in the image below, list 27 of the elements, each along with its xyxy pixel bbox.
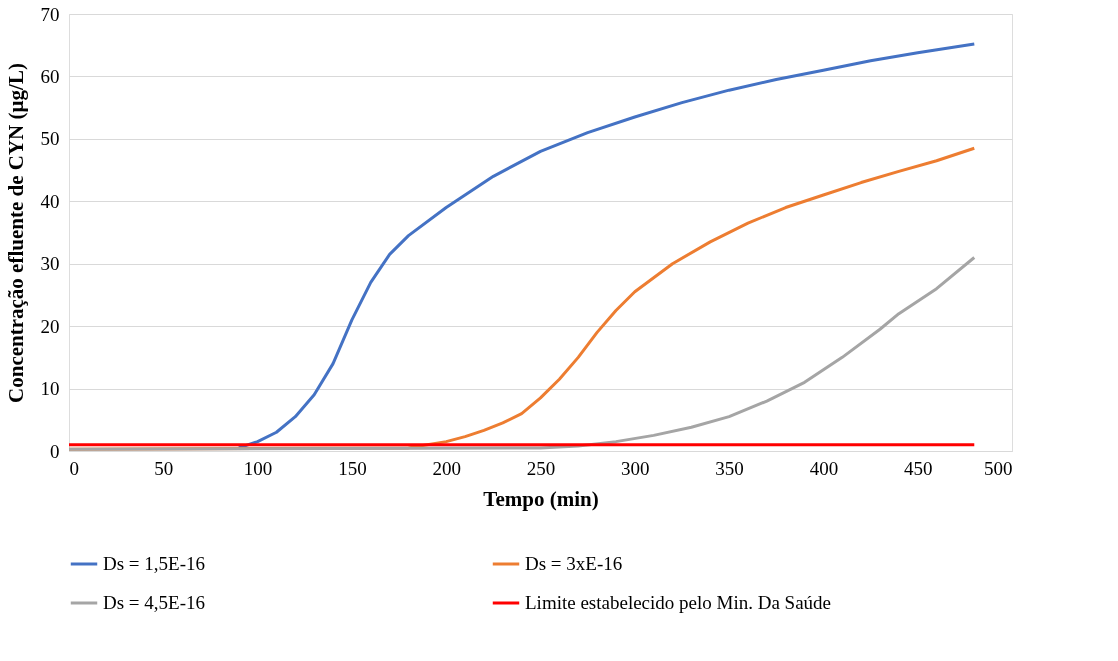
x-tick-label: 500 (984, 457, 1013, 479)
y-tick-label: 70 (40, 3, 60, 25)
x-tick-label: 300 (621, 457, 650, 479)
y-axis-title: Concentração efluente de CYN (µg/L) (3, 63, 28, 403)
x-tick-label: 100 (243, 457, 273, 479)
x-tick-label: 0 (69, 457, 79, 479)
legend-label: Ds = 4,5E-16 (103, 592, 206, 613)
y-tick-label: 30 (40, 253, 60, 275)
x-tick-label: 400 (809, 457, 839, 479)
x-tick-label: 50 (154, 457, 174, 479)
y-tick-label: 50 (40, 128, 60, 150)
x-axis-title: Tempo (min) (483, 486, 599, 511)
legend-label: Limite estabelecido pelo Min. Da Saúde (525, 592, 832, 613)
x-tick-label: 450 (903, 457, 933, 479)
y-tick-label: 0 (50, 440, 60, 462)
x-tick-label: 200 (432, 457, 461, 479)
x-tick-label: 250 (526, 457, 556, 479)
x-tick-label: 150 (338, 457, 367, 479)
y-tick-label: 60 (40, 65, 60, 87)
legend-label: Ds = 3xE-16 (525, 553, 623, 574)
line-series (67, 255, 976, 451)
y-tick-label: 10 (40, 378, 60, 400)
y-tick-label: 20 (40, 315, 60, 337)
legend-label: Ds = 1,5E-16 (103, 553, 206, 574)
y-tick-label: 40 (40, 190, 60, 212)
line-series (237, 42, 976, 450)
x-tick-label: 350 (715, 457, 744, 479)
